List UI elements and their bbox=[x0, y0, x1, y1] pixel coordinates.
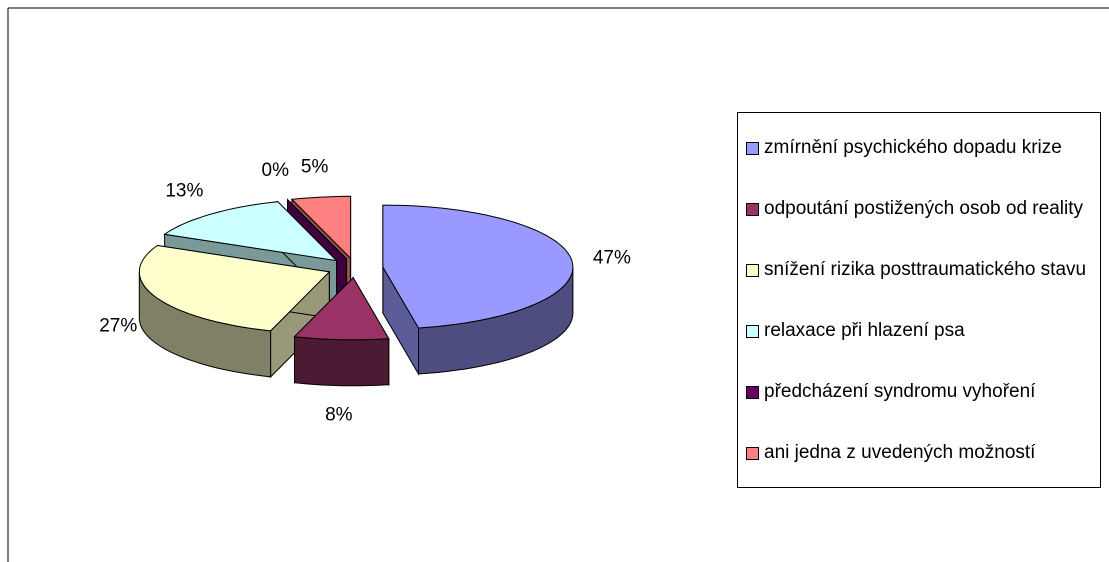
data-label: 5% bbox=[301, 156, 329, 177]
legend-entry: snížení rizika posttraumatického stavu bbox=[738, 258, 1100, 281]
data-label: 13% bbox=[165, 181, 203, 202]
legend: zmírnění psychického dopadu krize odpoutá… bbox=[737, 112, 1101, 488]
pie-slice bbox=[138, 244, 331, 379]
legend-label: relaxace při hlazení psa bbox=[764, 320, 965, 341]
data-label: 8% bbox=[325, 405, 353, 426]
legend-swatch bbox=[746, 142, 759, 155]
legend-swatch bbox=[746, 203, 759, 216]
legend-label: ani jedna z uvedených možností bbox=[764, 442, 1036, 463]
slice-top bbox=[290, 195, 352, 260]
legend-swatch bbox=[746, 264, 759, 277]
legend-entry: odpoutání postižených osob od reality bbox=[738, 197, 1100, 220]
legend-label: zmírnění psychického dopadu krize bbox=[764, 137, 1062, 158]
slice-top bbox=[163, 201, 338, 262]
legend-entry: ani jedna z uvedených možností bbox=[738, 441, 1100, 464]
data-label: 47% bbox=[593, 247, 631, 268]
slice-top bbox=[287, 199, 347, 260]
pie-slice bbox=[382, 204, 574, 376]
legend-label: odpoutání postižených osob od reality bbox=[764, 198, 1083, 219]
pie-slice bbox=[293, 275, 390, 387]
data-label: 27% bbox=[99, 316, 137, 337]
legend-entry: předcházení syndromu vyhoření bbox=[738, 380, 1100, 403]
data-label: 0% bbox=[262, 160, 290, 181]
legend-swatch bbox=[746, 447, 759, 460]
legend-swatch bbox=[746, 386, 759, 399]
legend-label: snížení rizika posttraumatického stavu bbox=[764, 259, 1087, 280]
slice-top bbox=[138, 244, 331, 332]
legend-entry: zmírnění psychického dopadu krize bbox=[738, 136, 1100, 159]
slice-top bbox=[382, 204, 574, 329]
legend-label: předcházení syndromu vyhoření bbox=[764, 381, 1036, 402]
slice-side bbox=[294, 336, 390, 387]
slice-top bbox=[293, 276, 390, 341]
legend-entry: relaxace při hlazení psa bbox=[738, 319, 1100, 342]
legend-swatch bbox=[746, 325, 759, 338]
